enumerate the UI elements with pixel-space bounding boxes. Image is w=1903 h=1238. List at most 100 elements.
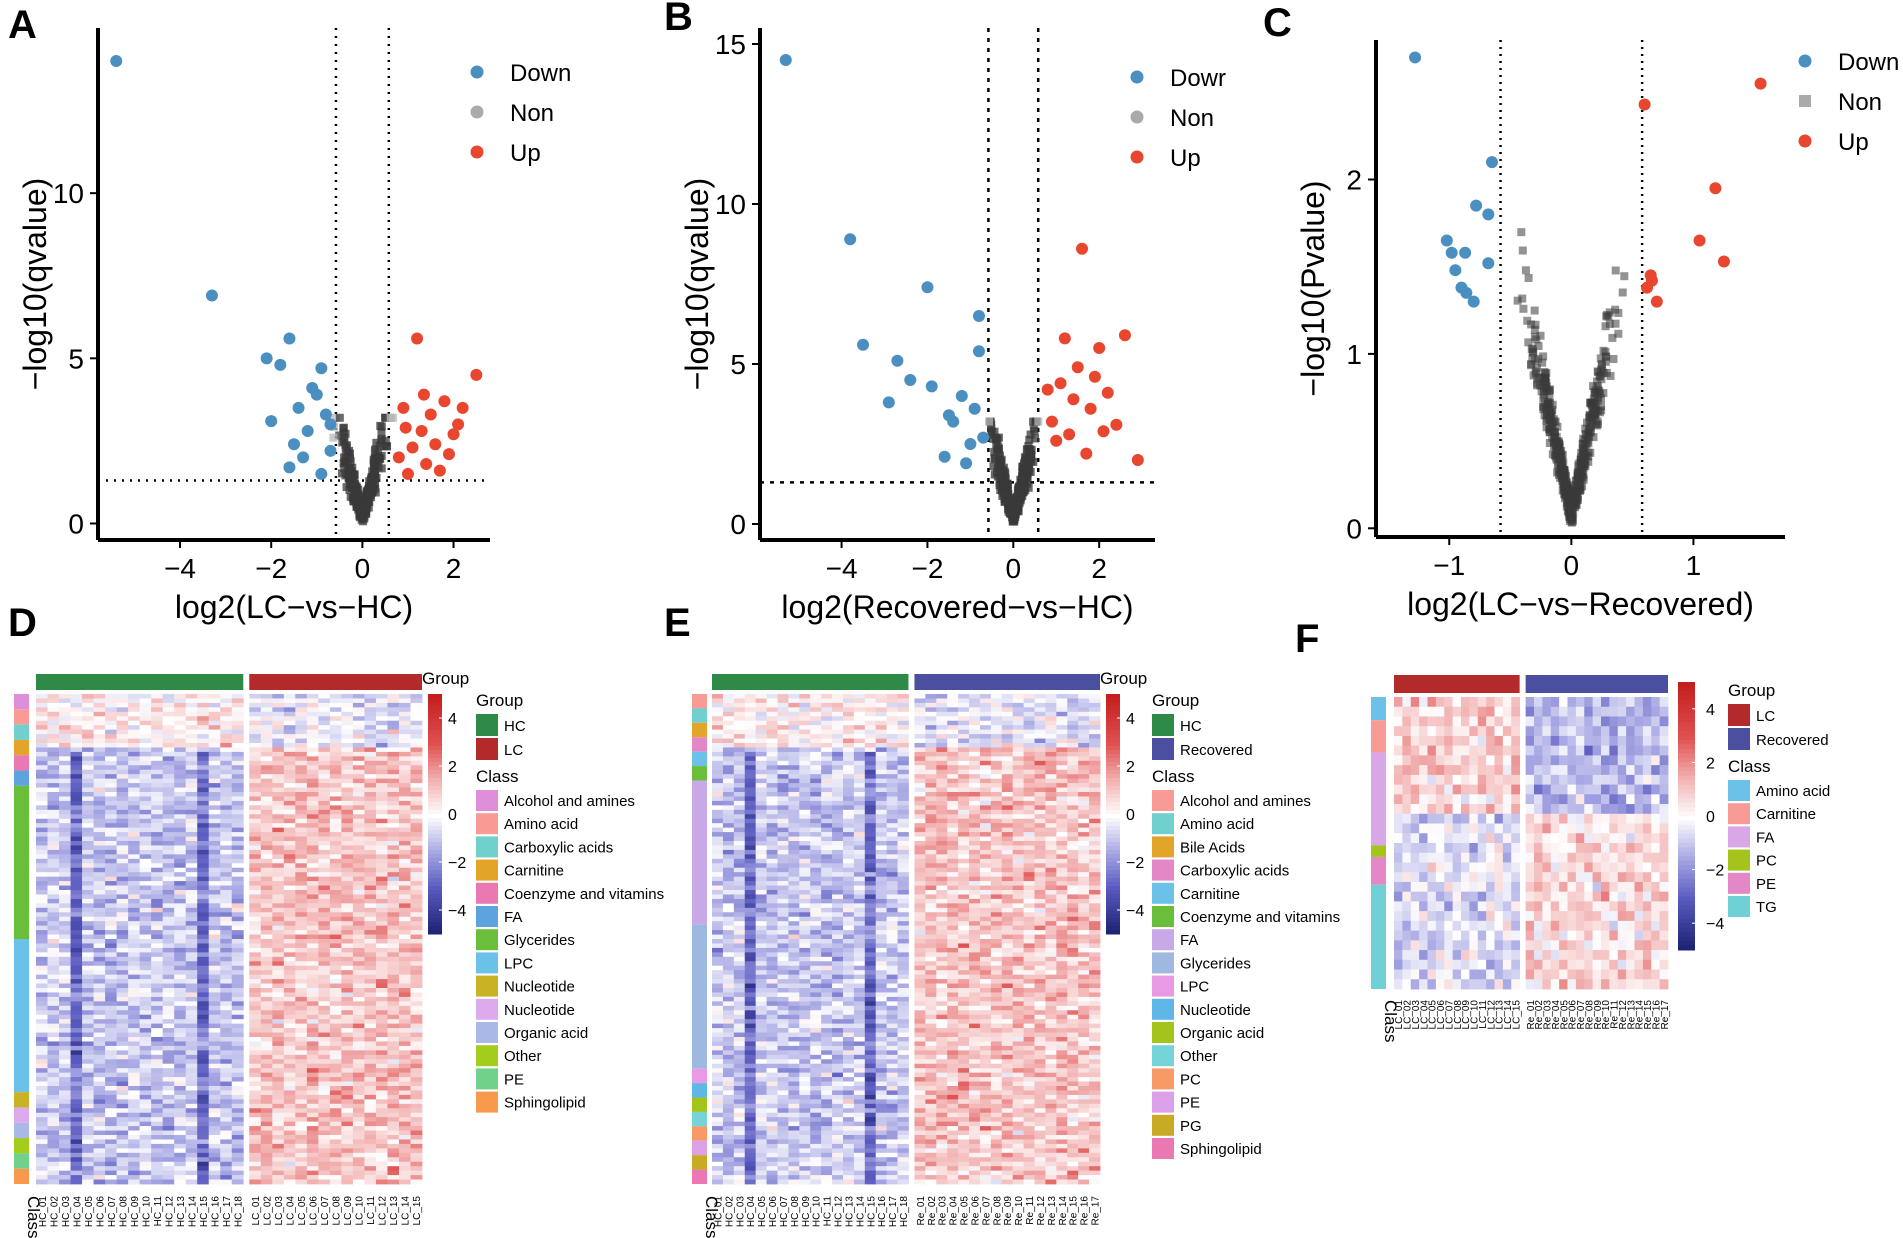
heatmap-cell [387,707,400,713]
heatmap-cell [105,787,118,793]
heatmap-cell [364,1099,377,1105]
heatmap-cell [220,734,233,739]
heatmap-cell [36,1108,48,1114]
heatmap-cell [410,1099,423,1105]
heatmap-cell [295,783,308,788]
heatmap-cell [105,890,118,895]
heatmap-cell [398,1152,411,1158]
heatmap-cell [174,881,187,886]
heatmap-cell [318,1050,331,1056]
heatmap-cell [375,1170,388,1176]
point-down [955,390,968,402]
heatmap-cell [70,738,83,744]
heatmap-cell [272,1108,285,1114]
heatmap-cell [197,979,210,984]
heatmap-cell [341,1179,354,1185]
heatmap-cell [249,765,262,771]
heatmap-cell [197,988,210,993]
heatmap-cell [162,756,175,762]
heatmap-cell [128,769,141,775]
heatmap-cell [105,800,118,806]
heatmap-cell [151,738,164,744]
heatmap-cell [341,774,354,780]
heatmap-cell [93,1041,106,1047]
sample-label: HC_17 [222,1196,233,1228]
y-tick-label: 10 [53,178,84,209]
heatmap-cell [36,818,48,824]
heatmap-cell [318,925,331,931]
heatmap-cell [128,698,141,704]
heatmap-cell [352,738,365,744]
point-non [377,464,386,473]
heatmap-cell [36,800,48,806]
heatmap-cell [174,716,187,722]
heatmap-cell [272,1166,285,1172]
heatmap-cell [249,707,262,713]
heatmap-cell [162,1130,175,1136]
heatmap-cell [220,774,233,780]
heatmap-cell [295,939,308,944]
heatmap-cell [139,1117,152,1123]
heatmap-cell [306,1143,319,1149]
heatmap-cell [410,930,423,935]
heatmap-cell [352,1059,365,1065]
heatmap-cell [329,1068,342,1074]
heatmap-cell [410,734,423,739]
heatmap-cell [352,1041,365,1047]
heatmap-cell [220,841,233,846]
heatmap-cell [398,854,411,860]
heatmap-cell [364,734,377,739]
heatmap-cell [105,858,118,864]
heatmap-cell [231,787,244,793]
heatmap-cell [352,849,365,855]
x-tick-label: 2 [446,553,462,584]
heatmap-cell [59,716,71,722]
heatmap-cell [231,1157,244,1163]
heatmap-cell [341,841,354,846]
heatmap-cell [295,1166,308,1172]
heatmap-cell [231,890,244,895]
heatmap-cell [295,1170,308,1176]
heatmap-cell [116,1148,129,1154]
heatmap-cell [128,1121,141,1127]
heatmap-cell [139,760,152,766]
heatmap-cell [329,872,342,878]
heatmap-cell [208,814,221,820]
heatmap-cell [352,1032,365,1038]
heatmap-cell [139,1121,152,1127]
heatmap-cell [208,827,221,833]
heatmap-cell [387,1032,400,1038]
heatmap-cell [105,1139,118,1145]
heatmap-cell [139,787,152,793]
y-tick-label: 1 [1346,339,1362,370]
point-non [1593,367,1602,376]
heatmap-cell [128,1139,141,1145]
heatmap-cell [185,747,198,753]
heatmap-cell [387,725,400,731]
heatmap-cell [341,751,354,757]
heatmap-cell [139,823,152,829]
heatmap-cell [208,1081,221,1087]
heatmap-cell [82,943,94,949]
point-non [1024,483,1033,492]
heatmap-cell [116,983,129,989]
heatmap-cell [295,832,308,837]
heatmap-cell [260,1099,273,1105]
heatmap-cell [364,1041,377,1047]
heatmap-cell [260,1037,273,1042]
heatmap-cell [197,1139,210,1145]
heatmap-cell [82,1166,94,1172]
heatmap-cell [364,720,377,726]
heatmap-cell [352,979,365,984]
heatmap-cell [151,1161,164,1167]
heatmap-cell [352,734,365,739]
heatmap-cell [318,725,331,731]
heatmap-cell [375,1090,388,1096]
heatmap-cell [295,747,308,753]
heatmap-cell [306,751,319,757]
heatmap-cell [231,854,244,860]
heatmap-cell [82,805,94,811]
heatmap-cell [59,734,71,739]
heatmap-cell [249,1108,262,1114]
